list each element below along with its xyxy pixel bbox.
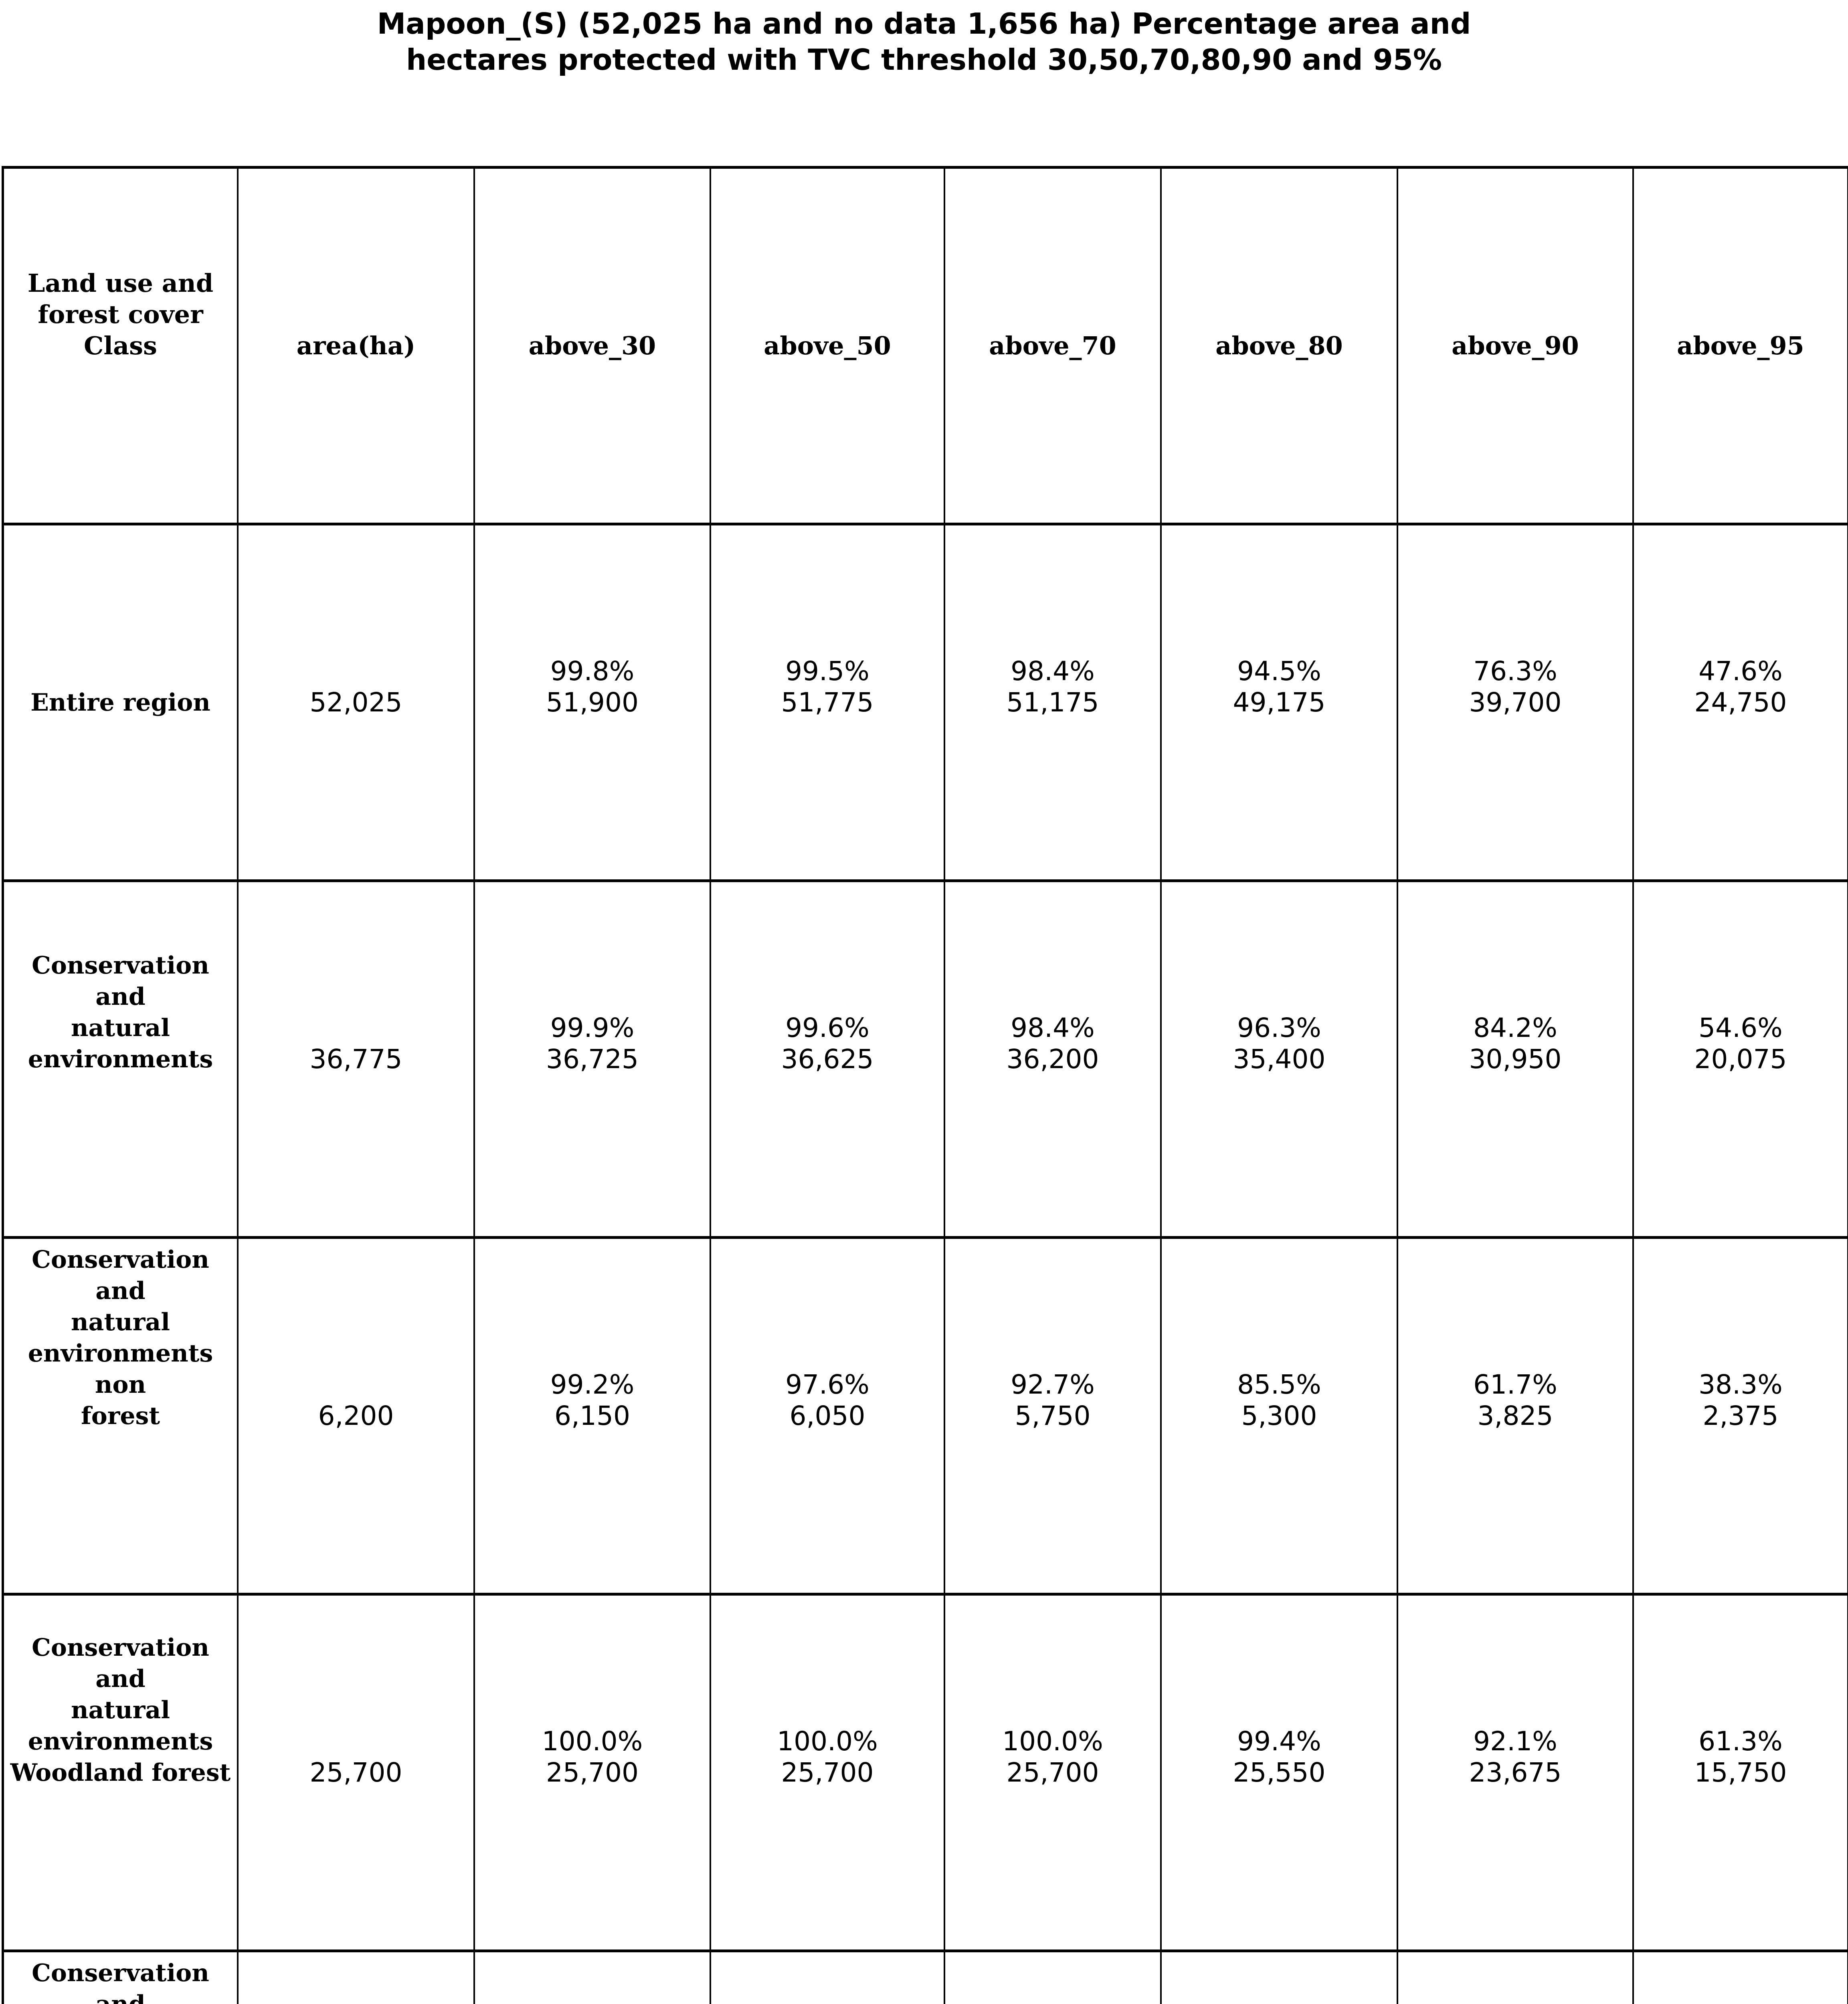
table-cell: 98.4% 36,200	[944, 879, 1162, 1239]
header-row: Land use and forest cover Class area(ha)…	[2, 166, 1848, 525]
table-row: Entire region 52,025 99.8% 51,900 99.5% …	[2, 523, 1848, 882]
table-cell: 70.8% 3,450	[1397, 1949, 1634, 2004]
table-cell: 93.3% 4,550	[1160, 1949, 1398, 2004]
table-cell: Conservation and natural environments	[2, 879, 239, 1239]
table-cell: 100.0% 4,875	[710, 1949, 945, 2004]
header-cell-above95: above_95	[1632, 166, 1848, 525]
table-cell: 96.3% 35,400	[1160, 879, 1398, 1239]
table-cell: 25,700	[237, 1593, 475, 1952]
table-cell: 99.6% 36,625	[710, 879, 945, 1239]
table-cell: 76.3% 39,700	[1397, 523, 1634, 882]
table-cell: 98.4% 51,175	[944, 523, 1162, 882]
table-cell: 100.0% 25,700	[944, 1593, 1162, 1952]
table-cell: 54.6% 20,075	[1632, 879, 1848, 1239]
table-cell: 97.4% 4,750	[944, 1949, 1162, 2004]
table-cell: 6,200	[237, 1236, 475, 1596]
table-cell: 99.2% 6,150	[473, 1236, 711, 1596]
table-cell: 100.0% 4,875	[473, 1949, 711, 2004]
header-cell-above90: above_90	[1397, 166, 1634, 525]
table-cell: 99.9% 36,725	[473, 879, 711, 1239]
header-cell-above70: above_70	[944, 166, 1162, 525]
table-cell: Conservation and natural environments Fo…	[2, 1949, 239, 2004]
table-cell: 4,875	[237, 1949, 475, 2004]
title-line-2: hectares protected with TVC threshold 30…	[406, 43, 1442, 77]
header-cell-above80: above_80	[1160, 166, 1398, 525]
header-cell-area: area(ha)	[237, 166, 475, 525]
table-cell: 61.3% 15,750	[1632, 1593, 1848, 1952]
table-cell: 92.7% 5,750	[944, 1236, 1162, 1596]
page-title: Mapoon_(S) (52,025 ha and no data 1,656 …	[0, 6, 1848, 78]
table-cell: 99.4% 25,550	[1160, 1593, 1398, 1952]
header-cell-above30: above_30	[473, 166, 711, 525]
table-cell: 40.0% 1,950	[1632, 1949, 1848, 2004]
table-cell: Conservation and natural environments no…	[2, 1236, 239, 1596]
table-cell: 99.5% 51,775	[710, 523, 945, 882]
table-cell: 85.5% 5,300	[1160, 1236, 1398, 1596]
table-row: Conservation and natural environments 36…	[2, 879, 1848, 1239]
table-cell: 99.8% 51,900	[473, 523, 711, 882]
table-row: Conservation and natural environments Wo…	[2, 1593, 1848, 1952]
table-row: Conservation and natural environments no…	[2, 1236, 1848, 1596]
table-cell: 100.0% 25,700	[710, 1593, 945, 1952]
table-cell: Conservation and natural environments Wo…	[2, 1593, 239, 1952]
table-cell: Entire region	[2, 523, 239, 882]
title-line-1: Mapoon_(S) (52,025 ha and no data 1,656 …	[377, 7, 1471, 40]
table-cell: 97.6% 6,050	[710, 1236, 945, 1596]
header-cell-above50: above_50	[710, 166, 945, 525]
table-cell: 47.6% 24,750	[1632, 523, 1848, 882]
table-cell: 94.5% 49,175	[1160, 523, 1398, 882]
table-row: Conservation and natural environments Fo…	[2, 1949, 1848, 2004]
table-cell: 52,025	[237, 523, 475, 882]
table-cell: 38.3% 2,375	[1632, 1236, 1848, 1596]
table-cell: 84.2% 30,950	[1397, 879, 1634, 1239]
table-cell: 92.1% 23,675	[1397, 1593, 1634, 1952]
table-cell: 61.7% 3,825	[1397, 1236, 1634, 1596]
table-cell: 100.0% 25,700	[473, 1593, 711, 1952]
header-cell-class: Land use and forest cover Class	[2, 166, 239, 525]
tvc-threshold-table: Land use and forest cover Class area(ha)…	[2, 166, 1848, 2004]
table-cell: 36,775	[237, 879, 475, 1239]
